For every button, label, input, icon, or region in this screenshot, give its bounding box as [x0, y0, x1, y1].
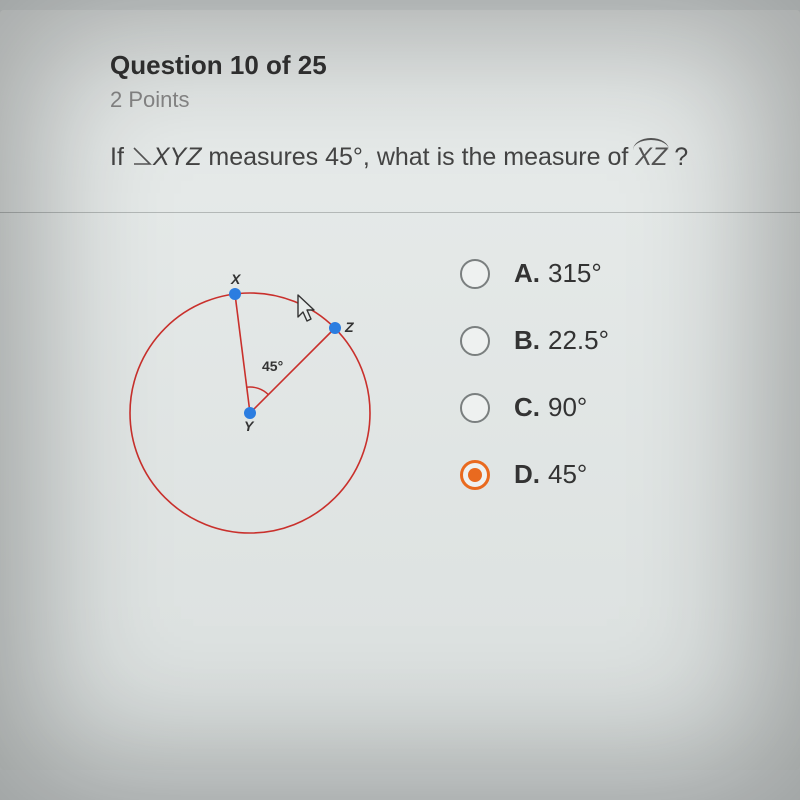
content-row: X Z Y 45° A. 315° B. 22.5° C. 90° D. 45°	[110, 243, 760, 568]
question-text: If XYZ measures 45°, what is the measure…	[110, 141, 760, 172]
option-text: 45°	[548, 459, 587, 490]
option-a[interactable]: A. 315°	[460, 258, 760, 289]
svg-text:45°: 45°	[262, 358, 283, 374]
q-middle: measures 45°, what is the measure of	[201, 143, 635, 171]
option-letter: D.	[514, 459, 540, 490]
option-letter: A.	[514, 258, 540, 289]
q-prefix: If	[110, 143, 131, 171]
svg-text:X: X	[230, 271, 242, 287]
radio-a[interactable]	[460, 259, 490, 289]
option-text: 22.5°	[548, 325, 609, 356]
option-text: 90°	[548, 392, 587, 423]
angle-icon	[131, 145, 153, 167]
radio-b[interactable]	[460, 326, 490, 356]
q-suffix: ?	[667, 143, 688, 171]
svg-text:Y: Y	[244, 418, 255, 434]
quiz-page: Question 10 of 25 2 Points If XYZ measur…	[0, 10, 800, 770]
divider	[0, 212, 800, 213]
circle-diagram: X Z Y 45°	[110, 243, 400, 568]
option-d[interactable]: D. 45°	[460, 459, 760, 490]
option-text: 315°	[548, 258, 602, 289]
option-letter: C.	[514, 392, 540, 423]
question-points: 2 Points	[110, 87, 760, 113]
option-letter: B.	[514, 325, 540, 356]
option-b[interactable]: B. 22.5°	[460, 325, 760, 356]
radio-d[interactable]	[460, 460, 490, 490]
arc-label: XZ	[635, 141, 667, 172]
diagram-svg: X Z Y 45°	[110, 243, 400, 563]
answer-options: A. 315° B. 22.5° C. 90° D. 45°	[460, 243, 760, 526]
question-number: Question 10 of 25	[110, 50, 760, 81]
radio-c[interactable]	[460, 393, 490, 423]
svg-text:Z: Z	[344, 319, 354, 335]
angle-vertices: XYZ	[153, 143, 202, 171]
option-c[interactable]: C. 90°	[460, 392, 760, 423]
